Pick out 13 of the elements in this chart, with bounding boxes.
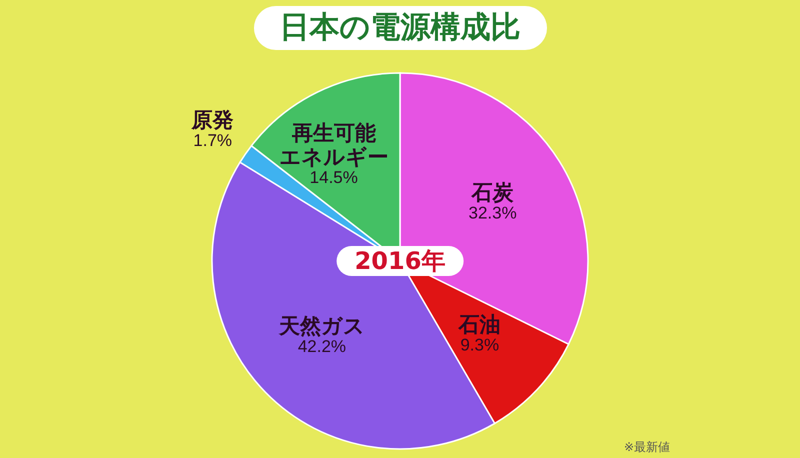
- slice-label: 石炭: [470, 181, 515, 204]
- chart-title: 日本の電源構成比: [254, 6, 546, 50]
- data-label: 42.2%: [298, 337, 346, 356]
- slice-label: 再生可能エネルギー: [279, 122, 388, 170]
- data-label: 1.7%: [193, 131, 232, 150]
- slice-label: 原発: [190, 109, 234, 132]
- data-label: 14.5%: [310, 168, 358, 188]
- slice-label: 石油: [458, 313, 501, 336]
- text: 2016年: [336, 246, 464, 276]
- text: ※最新値: [624, 439, 670, 456]
- slice-label: 天然ガス: [278, 315, 365, 338]
- data-label: 32.3%: [468, 203, 517, 222]
- data-label: 9.3%: [460, 335, 500, 354]
